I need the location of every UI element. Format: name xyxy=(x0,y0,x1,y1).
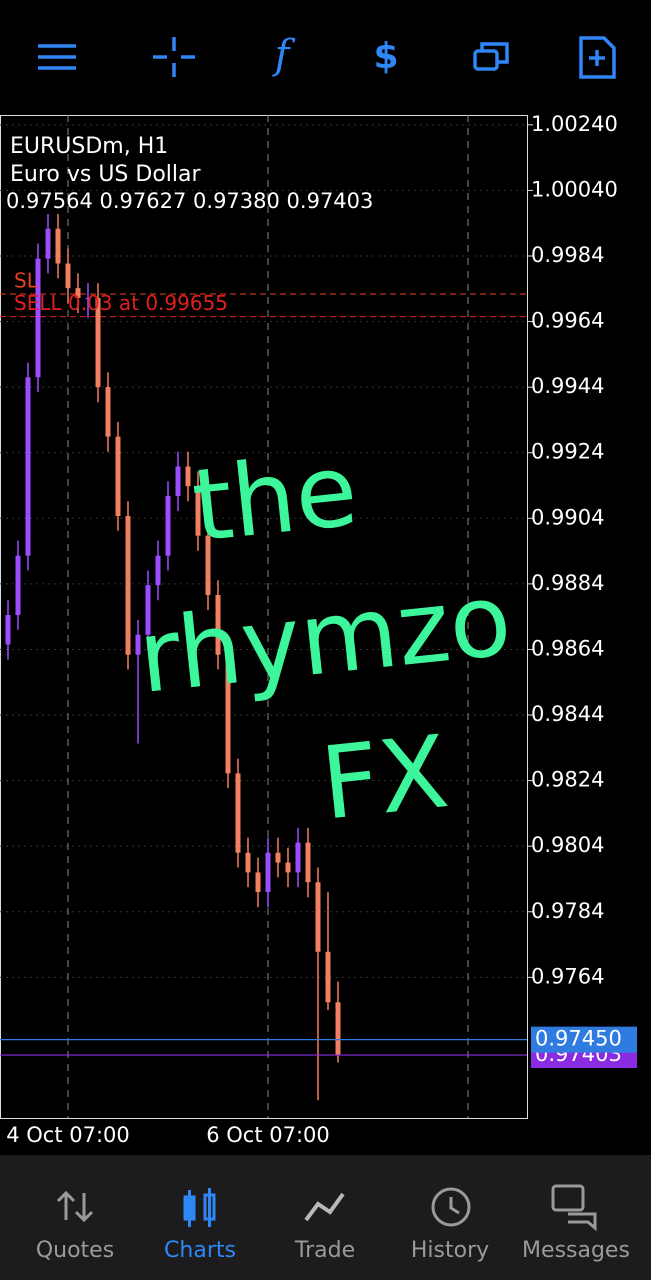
y-tick-label: 0.9884 xyxy=(531,571,604,595)
candle-body xyxy=(265,852,271,893)
candle-body xyxy=(95,297,101,388)
watermark-line: FX xyxy=(316,713,454,843)
nav-item[interactable]: Messages xyxy=(522,1238,630,1263)
candle-body xyxy=(185,466,191,487)
y-tick-label: 0.9804 xyxy=(531,833,604,857)
candle-body xyxy=(35,258,41,378)
y-tick-label: 1.00240 xyxy=(531,112,618,136)
nav-item[interactable]: History xyxy=(411,1238,489,1263)
y-tick-label: 1.00040 xyxy=(531,177,618,201)
candle-body xyxy=(165,496,171,556)
charts-icon xyxy=(183,1188,216,1227)
windows-button[interactable] xyxy=(473,42,509,71)
y-tick-label: 0.9964 xyxy=(531,309,604,333)
trade-button[interactable]: $ xyxy=(373,36,398,77)
nav-item[interactable]: Trade xyxy=(294,1238,355,1263)
y-tick-label: 0.9764 xyxy=(531,964,604,988)
candle-body xyxy=(215,595,221,655)
candle-body xyxy=(25,377,31,556)
menu-button[interactable] xyxy=(38,44,76,70)
indicators-button[interactable]: f xyxy=(272,32,296,78)
candle-body xyxy=(195,486,201,536)
candle-body xyxy=(285,862,291,873)
description: Euro vs US Dollar xyxy=(10,162,202,187)
candle-body xyxy=(315,882,321,952)
nav-item[interactable]: Quotes xyxy=(36,1238,114,1263)
y-tick-label: 0.9904 xyxy=(531,505,604,529)
watermark-line: rhymzo xyxy=(133,561,516,716)
candle-body xyxy=(325,951,331,1003)
plot-frame xyxy=(0,115,528,1119)
nav-bar xyxy=(0,1155,651,1280)
candle-body xyxy=(65,263,71,289)
candle-body xyxy=(45,228,51,259)
candle-body xyxy=(255,872,261,893)
candle-body xyxy=(115,436,121,517)
candle-body xyxy=(235,773,241,853)
x-tick-label: 6 Oct 07:00 xyxy=(206,1123,330,1147)
y-tick-label: 0.9844 xyxy=(531,702,604,726)
candle-body xyxy=(125,516,131,655)
crosshair-button[interactable] xyxy=(153,37,195,77)
candle-body xyxy=(55,228,61,264)
plot xyxy=(0,115,533,1118)
candle-body xyxy=(335,1002,341,1056)
candle-body xyxy=(175,466,181,497)
trade-icon xyxy=(304,1192,345,1222)
candle-body xyxy=(75,288,81,298)
price-tag xyxy=(531,1026,637,1053)
candle-body xyxy=(205,535,211,596)
y-tick-label: 0.9984 xyxy=(531,243,604,267)
candle-body xyxy=(225,654,231,774)
nav-item[interactable]: Charts xyxy=(164,1238,236,1263)
y-tick-label: 0.9824 xyxy=(531,768,604,792)
candle-body xyxy=(5,615,11,645)
candle-body xyxy=(135,634,141,655)
y-tick-label: 0.9944 xyxy=(531,374,604,398)
candle-body xyxy=(85,297,91,299)
order-label: SELL 0.03 at 0.99655 xyxy=(14,291,228,315)
nav-icons xyxy=(56,1184,597,1232)
candle-body xyxy=(275,852,281,863)
watermark-line: the xyxy=(187,431,362,565)
nav-labels: Quotes Charts Trade History Messages xyxy=(36,1238,630,1263)
candle-body xyxy=(105,387,111,437)
candle-body xyxy=(305,842,311,883)
candle-body xyxy=(15,555,21,616)
history-icon xyxy=(431,1187,471,1227)
order-label: SL xyxy=(14,269,39,293)
candle-body xyxy=(155,555,161,586)
symbol: EURUSDm, H1 xyxy=(10,134,168,159)
candle-body xyxy=(295,842,301,873)
candle-body xyxy=(245,852,251,873)
y-tick-label: 0.9784 xyxy=(531,899,604,923)
new-order-button[interactable] xyxy=(579,36,616,79)
toolbar: f $ xyxy=(38,32,616,79)
price-tag-label: 0.97450 xyxy=(535,1027,622,1051)
quotes-icon xyxy=(56,1190,94,1223)
y-tick-label: 0.9924 xyxy=(531,440,604,464)
y-tick-label: 0.9864 xyxy=(531,636,604,660)
ohlc: 0.97564 0.97627 0.97380 0.97403 xyxy=(6,189,373,213)
candle-body xyxy=(145,585,151,635)
messages-icon xyxy=(551,1184,597,1232)
x-tick-label: 4 Oct 07:00 xyxy=(6,1123,130,1147)
